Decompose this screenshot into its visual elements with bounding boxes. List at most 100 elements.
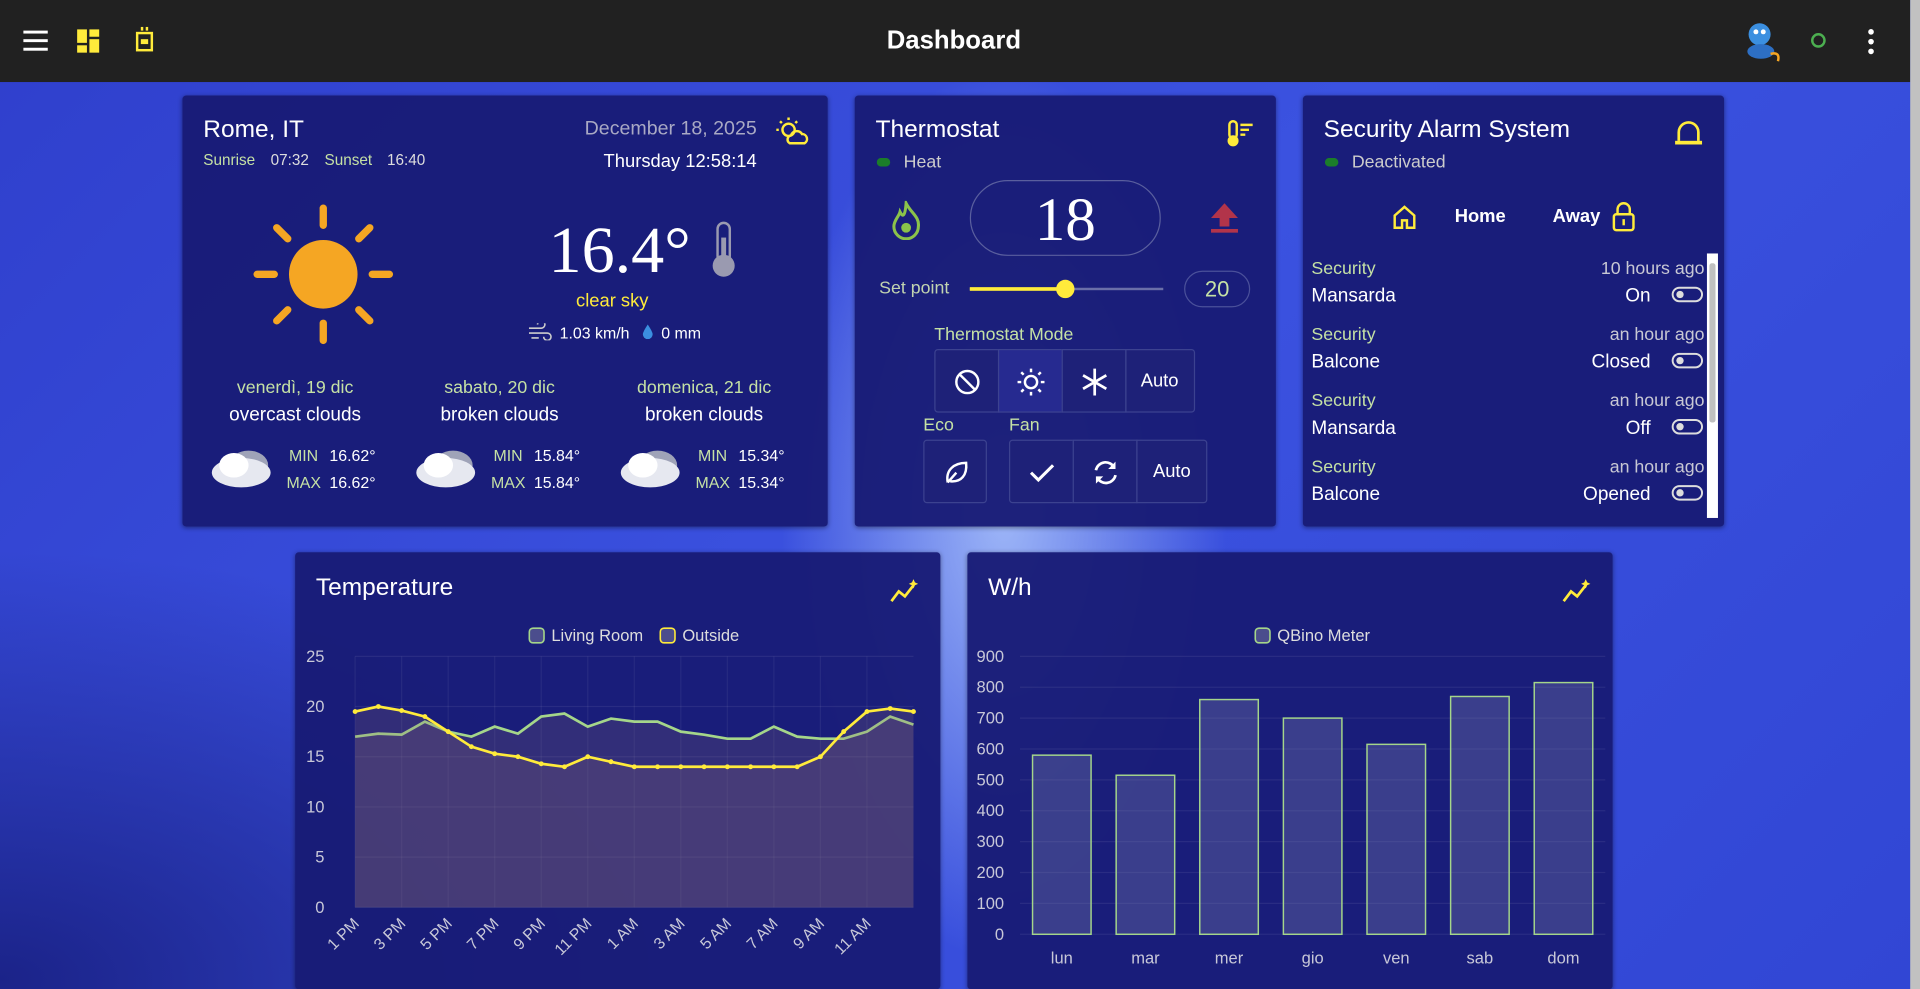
x-tick-label: ven bbox=[1383, 949, 1410, 968]
history-icon[interactable] bbox=[1561, 578, 1593, 605]
scrollbar bbox=[1910, 0, 1920, 989]
item-state: On bbox=[1625, 285, 1651, 307]
status-dot bbox=[1811, 33, 1826, 48]
mode-off-button[interactable] bbox=[934, 348, 1000, 413]
menu-button[interactable] bbox=[23, 29, 50, 51]
item-category: Security bbox=[1311, 259, 1376, 279]
item-name: Balcone bbox=[1311, 351, 1381, 373]
history-icon[interactable] bbox=[889, 578, 921, 605]
point bbox=[771, 764, 777, 770]
more-button[interactable] bbox=[1864, 27, 1879, 56]
item-state: Closed bbox=[1591, 351, 1651, 373]
point bbox=[724, 764, 730, 770]
mode-label: Thermostat Mode bbox=[934, 325, 1074, 346]
wind: 1.03 km/h bbox=[559, 323, 630, 343]
home-icon[interactable] bbox=[1391, 203, 1418, 230]
forecast-day: domenica, 21 dic bbox=[636, 378, 772, 398]
point bbox=[794, 764, 800, 770]
point bbox=[515, 754, 521, 760]
fan-auto-button[interactable] bbox=[1136, 439, 1208, 504]
item-name: Balcone bbox=[1311, 483, 1381, 505]
setpoint-box[interactable] bbox=[1184, 270, 1251, 308]
top-bar bbox=[0, 0, 1911, 83]
point bbox=[631, 764, 637, 770]
forecast-day: venerdì, 19 dic bbox=[236, 378, 354, 398]
toggle[interactable] bbox=[1671, 352, 1704, 370]
y-tick-label: 5 bbox=[315, 848, 324, 867]
y-tick-label: 100 bbox=[977, 894, 1005, 913]
toggle[interactable] bbox=[1671, 485, 1704, 502]
eco-button[interactable] bbox=[923, 439, 987, 504]
dashboard-icon[interactable] bbox=[76, 28, 103, 55]
point bbox=[608, 759, 614, 765]
current-temperature: 16.4° bbox=[548, 213, 691, 287]
status-dot bbox=[1324, 157, 1339, 167]
bar bbox=[1533, 681, 1594, 936]
eco-label: Eco bbox=[923, 416, 954, 436]
bar bbox=[1449, 695, 1510, 936]
y-tick-label: 20 bbox=[306, 697, 324, 716]
chart-title: Temperature bbox=[316, 574, 453, 601]
item-state: Off bbox=[1625, 417, 1651, 439]
mode-cool-button[interactable] bbox=[1061, 348, 1127, 413]
heat-arrow-icon bbox=[1211, 203, 1238, 233]
current-temp-box bbox=[969, 180, 1161, 256]
lock-icon[interactable] bbox=[1611, 201, 1635, 233]
point bbox=[841, 729, 847, 735]
energy-chart: W/h QBino Meter 0 100 200 300 400 500 600 700 800 9… bbox=[977, 574, 1606, 968]
legend-swatch bbox=[528, 627, 545, 644]
temperature-chart: Temperature Living Room Outside 0 5 10 15 20 25 1… bbox=[306, 574, 916, 959]
y-tick-label: 500 bbox=[977, 770, 1005, 789]
location: Rome, IT bbox=[203, 116, 304, 144]
x-tick-label: gio bbox=[1302, 949, 1324, 968]
list-scrollbar bbox=[1706, 253, 1718, 518]
point bbox=[701, 764, 707, 770]
setpoint-value: 20 bbox=[1204, 276, 1230, 302]
point bbox=[911, 709, 916, 715]
thermostat-card: Thermostat Heat 18 Set point 20 Thermostat Mo… bbox=[854, 95, 1276, 527]
max-label: MAX bbox=[286, 473, 322, 492]
y-tick-label: 300 bbox=[977, 832, 1005, 851]
setpoint-slider[interactable] bbox=[965, 277, 1173, 301]
point bbox=[748, 764, 754, 770]
legend: Living Room Outside bbox=[528, 626, 739, 645]
thermostat-icon bbox=[1227, 120, 1253, 147]
forecast-day: sabato, 20 dic bbox=[444, 378, 555, 398]
weather-icon bbox=[776, 117, 809, 145]
condition: clear sky bbox=[576, 290, 649, 312]
bar bbox=[1199, 698, 1260, 936]
y-tick-label: 800 bbox=[977, 678, 1005, 697]
bar bbox=[1366, 743, 1427, 936]
toggle[interactable] bbox=[1671, 286, 1704, 304]
point bbox=[562, 764, 567, 770]
item-time: 10 hours ago bbox=[1600, 259, 1705, 279]
avatar[interactable] bbox=[1739, 17, 1786, 64]
mode-auto-button[interactable] bbox=[1125, 348, 1196, 413]
fan-on-button[interactable] bbox=[1008, 439, 1074, 504]
clock: Thursday 12:58:14 bbox=[603, 151, 757, 173]
point bbox=[655, 764, 661, 770]
y-tick-label: 25 bbox=[306, 647, 324, 666]
x-tick-label: 9 AM bbox=[790, 915, 828, 953]
point bbox=[817, 754, 823, 760]
item-category: Security bbox=[1311, 391, 1376, 412]
wind-icon bbox=[528, 323, 552, 341]
point bbox=[538, 761, 544, 767]
energy-card: W/h QBino Meter 0 100 200 300 400 500 600 700 800 9… bbox=[967, 552, 1613, 989]
y-tick-label: 900 bbox=[977, 647, 1005, 666]
edit-icon[interactable] bbox=[133, 26, 155, 55]
thermometer-icon bbox=[712, 221, 735, 277]
x-tick-label: sab bbox=[1467, 949, 1494, 968]
sunrise-label: Sunrise bbox=[203, 151, 256, 169]
mode-heat-button[interactable] bbox=[997, 348, 1063, 413]
bar bbox=[1031, 754, 1092, 936]
legend-label: QBino Meter bbox=[1277, 626, 1370, 645]
fan-cycle-button[interactable] bbox=[1072, 439, 1138, 504]
forecast-condition: overcast clouds bbox=[229, 404, 362, 426]
x-tick-label: 1 AM bbox=[604, 915, 642, 953]
home-mode: Home bbox=[1454, 206, 1506, 228]
sun-icon bbox=[253, 204, 394, 345]
toggle[interactable] bbox=[1671, 419, 1704, 436]
